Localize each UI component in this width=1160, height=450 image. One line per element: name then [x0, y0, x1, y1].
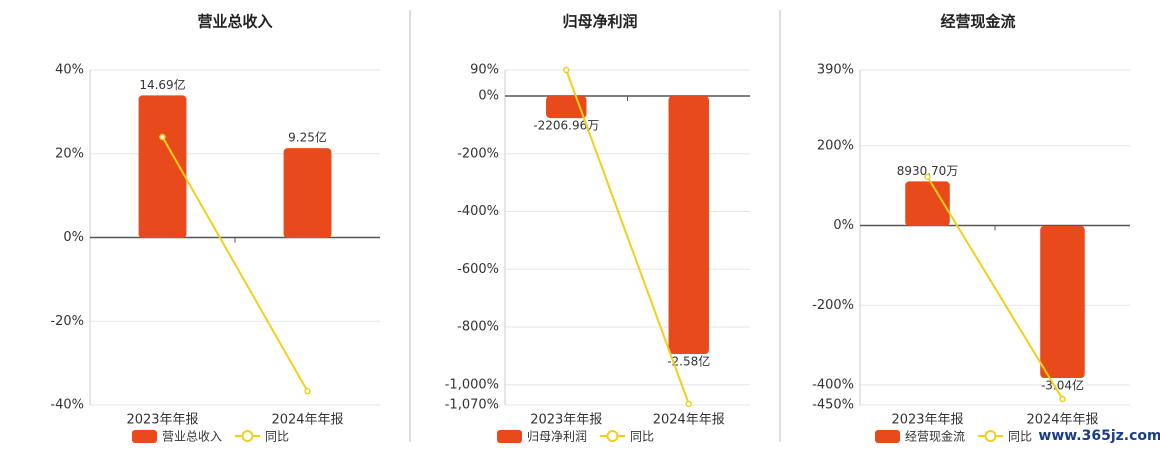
y-tick-label: -20% [50, 314, 84, 329]
watermark: www.365jz.com [1038, 428, 1160, 444]
y-tick-label: -450% [812, 398, 854, 413]
bar [668, 96, 709, 354]
line-point [563, 66, 570, 74]
y-tick-label: -200% [457, 146, 499, 161]
y-tick-label: -400% [457, 204, 499, 219]
y-tick-label: -1,070% [445, 398, 499, 413]
bar [546, 96, 587, 119]
x-tick-label: 2024年年报 [271, 413, 343, 428]
legend-swatch [984, 430, 997, 442]
legend-label: 归母净利润 [527, 430, 587, 444]
legend-swatch [132, 430, 157, 443]
value-label: -3.04亿 [1041, 378, 1084, 393]
value-label: 14.69亿 [139, 77, 185, 92]
line [565, 69, 690, 405]
legend-label: 同比 [265, 430, 289, 444]
line-point [685, 400, 692, 408]
legend-label: 营业总收入 [162, 430, 222, 444]
legend-swatch [606, 430, 619, 442]
value-label: -2206.96万 [533, 119, 599, 133]
legend-label: 经营现金流 [905, 429, 965, 444]
bar [283, 148, 332, 238]
x-tick-label: 2024年年报 [1026, 413, 1098, 428]
y-tick-label: -600% [457, 262, 499, 277]
y-tick-label: 20% [55, 146, 84, 161]
legend-swatch [241, 430, 254, 442]
y-tick-label: -1,000% [445, 377, 499, 392]
y-tick-label: -40% [50, 398, 84, 413]
line [161, 136, 309, 392]
y-tick-label: 0% [63, 230, 84, 245]
bar [138, 95, 187, 238]
y-tick-label: -400% [812, 378, 854, 393]
value-label: -2.58亿 [667, 354, 710, 369]
line-point [159, 133, 166, 141]
bar [905, 181, 950, 226]
y-tick-label: -200% [812, 298, 854, 313]
legend-swatch [497, 430, 522, 443]
y-tick-label: 40% [55, 63, 84, 78]
y-tick-label: 200% [817, 138, 854, 153]
legend-label: 同比 [1008, 430, 1032, 444]
y-tick-label: -800% [457, 320, 499, 335]
x-tick-label: 2023年年报 [891, 413, 963, 428]
line-point [924, 173, 931, 181]
x-tick-label: 2023年年报 [530, 413, 602, 428]
y-tick-label: 0% [833, 218, 854, 233]
line [926, 176, 1064, 400]
legend-swatch [875, 430, 900, 443]
x-tick-label: 2024年年报 [653, 413, 725, 428]
value-label: 9.25亿 [288, 130, 327, 145]
chart-title: 经营现金流 [940, 13, 1015, 31]
bar [1040, 226, 1085, 378]
line-point [304, 387, 311, 395]
legend-label: 同比 [630, 430, 654, 444]
x-tick-label: 2023年年报 [126, 413, 198, 428]
chart-title: 营业总收入 [197, 13, 272, 31]
line-point [1059, 395, 1066, 403]
chart-title: 归母净利润 [562, 13, 637, 31]
y-tick-label: 390% [817, 63, 854, 78]
y-tick-label: 90% [470, 63, 499, 78]
value-label: 8930.70万 [897, 164, 959, 178]
y-tick-label: 0% [478, 88, 499, 103]
